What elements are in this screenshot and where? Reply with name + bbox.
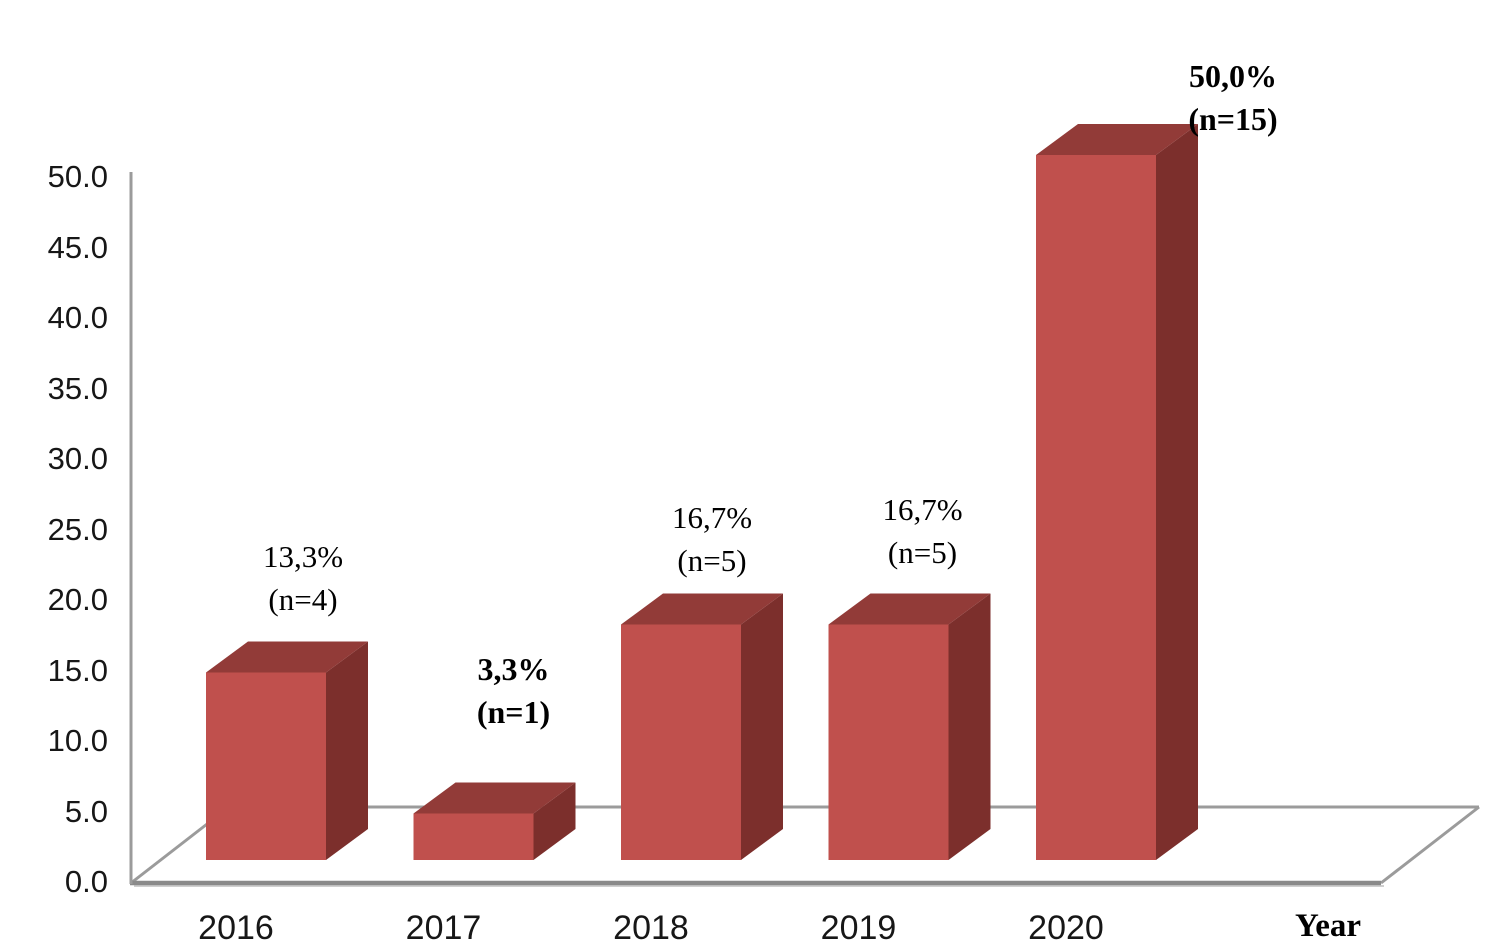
bar-2018-side-face (741, 593, 783, 860)
y-tick-label-20.0: 20.0 (47, 582, 108, 617)
x-tick-label-2016: 2016 (198, 909, 274, 947)
data-label-2017-percent: 3,3% (477, 651, 550, 688)
y-tick-label-45.0: 45.0 (47, 229, 108, 265)
y-tick-label-40.0: 40.0 (47, 300, 108, 335)
data-label-2017-count: (n=1) (476, 694, 551, 731)
bar-2019-top-face (828, 593, 991, 625)
y-tick-label-50.0: 50.0 (47, 159, 108, 194)
y-tick-label-5.0: 5.0 (64, 793, 108, 829)
x-tick-label-2018: 2018 (613, 909, 689, 947)
bar-2016-side-face (326, 641, 368, 860)
y-tick-label-0.0: 0.0 (64, 864, 108, 899)
x-tick-label-2019: 2019 (820, 909, 897, 947)
y-tick-label-10.0: 10.0 (47, 723, 108, 758)
bar-2019-side-face (948, 593, 991, 860)
data-label-2020-count: (n=15) (1188, 101, 1278, 137)
bar-2018-top-face (621, 593, 783, 625)
bar-2020-front-face (1036, 155, 1156, 860)
bar-2020-side-face (1156, 124, 1198, 860)
x-tick-label-2020: 2020 (1028, 909, 1104, 947)
x-axis-title: Year (1295, 908, 1361, 944)
bar-2017-front-face (413, 813, 534, 860)
data-label-2019-percent: 16,7% (882, 491, 963, 527)
data-label-2019-count: (n=5) (887, 534, 958, 570)
bar-2017-side-face (533, 782, 576, 860)
bar-2018-front-face (621, 624, 741, 860)
y-tick-label-25.0: 25.0 (47, 511, 108, 547)
data-label-2020-percent: 50,0% (1189, 58, 1277, 94)
data-label-2016-count: (n=4) (268, 582, 338, 618)
bar-2016-front-face (206, 672, 326, 860)
data-label-2018-count: (n=5) (677, 542, 747, 578)
y-tick-label-30.0: 30.0 (47, 441, 108, 476)
x-tick-label-2017: 2017 (405, 909, 482, 947)
data-label-2016-percent: 13,3% (262, 539, 344, 575)
y-tick-label-15.0: 15.0 (47, 652, 108, 688)
data-label-2018-percent: 16,7% (671, 499, 753, 535)
floor-right-diagonal (1380, 805, 1480, 885)
bar-2019-front-face (828, 624, 949, 860)
bar-2017-top-face (413, 782, 576, 814)
y-tick-label-35.0: 35.0 (47, 370, 108, 406)
bar-2020-top-face (1036, 124, 1198, 155)
bar-2016-top-face (206, 641, 368, 673)
